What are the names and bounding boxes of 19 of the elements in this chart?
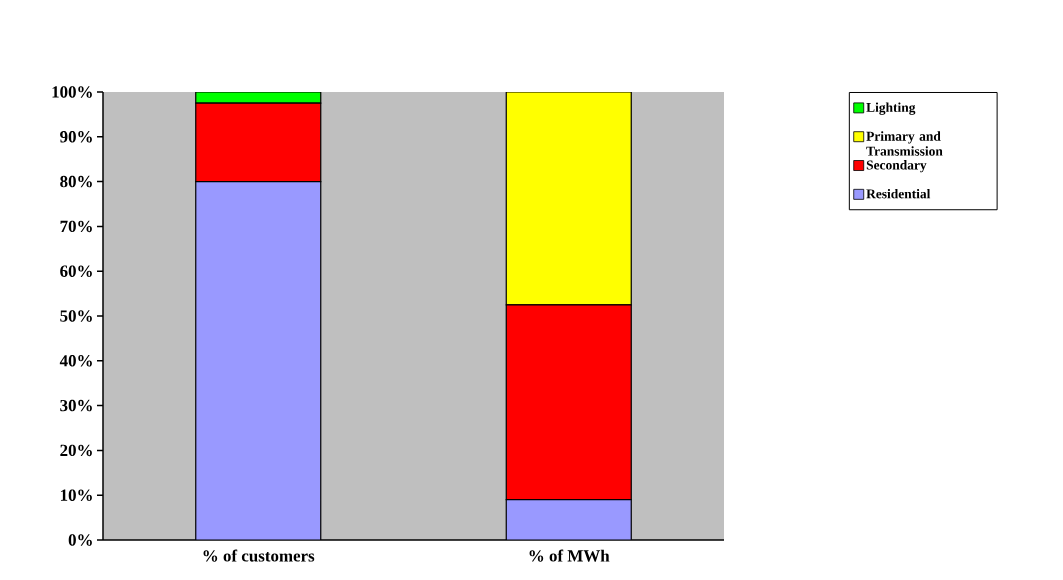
legend-label: Residential	[866, 188, 931, 199]
bar	[195, 181, 322, 540]
x-tick-label: % of MWh	[529, 549, 610, 562]
bar	[505, 499, 632, 540]
y-tick-label: 20%	[60, 444, 92, 457]
y-tick-label: 30%	[60, 399, 92, 412]
y-tick-label: 10%	[60, 489, 92, 501]
y-tick-label: 100%	[52, 86, 92, 98]
y-tick-label: 0%	[68, 534, 92, 546]
y-tick-label: 60%	[60, 265, 92, 277]
y-tick-label: 90%	[60, 131, 92, 143]
y-tick-label: 70%	[60, 220, 92, 233]
legend-label: Lighting	[866, 102, 916, 115]
y-tick-label: 50%	[60, 310, 92, 322]
y-tick-label: 80%	[60, 175, 92, 188]
x-tick-label: % of customers	[203, 549, 315, 562]
y-tick-label: 40%	[59, 355, 92, 367]
legend-label: Secondary	[866, 160, 927, 173]
legend-label: Primary and Transmission	[866, 131, 943, 156]
